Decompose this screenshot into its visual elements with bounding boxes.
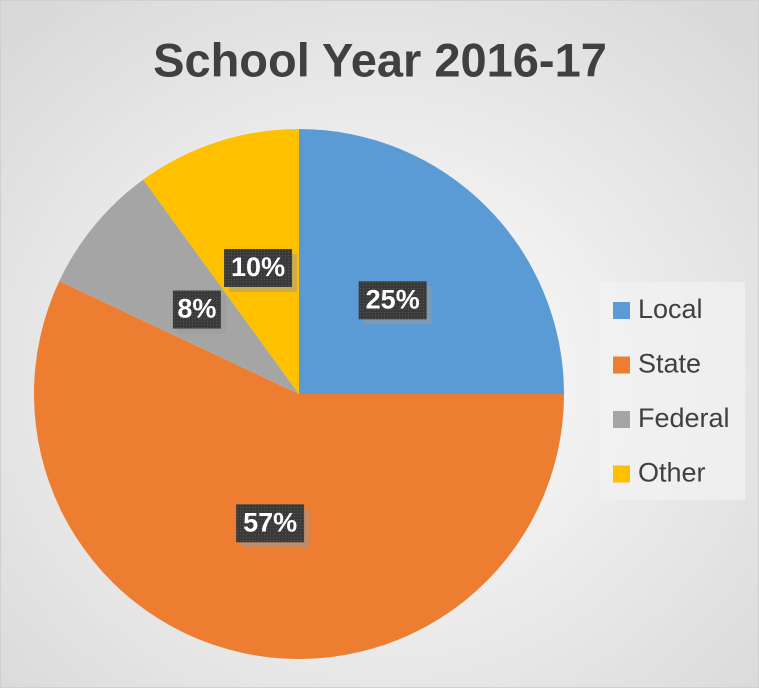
legend-swatch bbox=[613, 302, 630, 319]
legend-swatch bbox=[613, 356, 630, 374]
data-label: 8% bbox=[177, 294, 216, 324]
pie-slice bbox=[143, 129, 299, 394]
legend-swatch bbox=[613, 411, 630, 428]
chart-title: School Year 2016-17 bbox=[153, 33, 607, 86]
data-label: 10% bbox=[231, 252, 285, 282]
pie-slice bbox=[33, 281, 564, 660]
data-label-box bbox=[224, 248, 293, 287]
data-label-box bbox=[236, 504, 305, 543]
pie-slice bbox=[59, 179, 300, 394]
data-label-box bbox=[358, 281, 427, 320]
legend-label: Other bbox=[638, 458, 706, 488]
data-label-box bbox=[172, 290, 221, 329]
data-label: 25% bbox=[366, 284, 420, 314]
legend-label: State bbox=[638, 349, 701, 379]
pie-slice bbox=[299, 129, 564, 394]
data-label: 57% bbox=[243, 507, 297, 537]
legend-label: Local bbox=[638, 294, 703, 324]
legend-swatch bbox=[613, 465, 630, 483]
legend-label: Federal bbox=[638, 403, 730, 433]
